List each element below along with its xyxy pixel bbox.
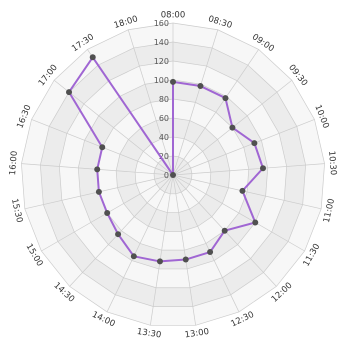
category-label: 08:00 [161,11,186,21]
r-tick-label: 20 [159,152,169,161]
r-tick-label: 160 [154,19,169,28]
spoke-10:30 [172,163,325,176]
spoke-10:00 [172,119,315,176]
r-tick-label: 120 [154,57,169,66]
data-point-15:00 [104,210,111,216]
spoke-09:00 [172,49,259,176]
data-point-11:00 [239,187,246,194]
data-point-09:30 [229,124,236,131]
data-point-12:30 [207,249,214,256]
data-point-09:00 [222,95,229,102]
spoke-11:30 [172,174,305,252]
data-point-17:30 [89,54,96,61]
spoke-18:00 [127,29,174,176]
category-label: 13:30 [136,327,162,341]
data-point-15:30 [95,188,102,195]
r-tick-label: 140 [154,38,169,47]
spoke-17:00 [53,79,174,176]
data-point-13:00 [182,256,189,263]
spoke-08:30 [172,29,219,176]
data-point-12:00 [221,227,228,234]
data-point-14:30 [115,231,122,238]
r-tick-label: 100 [154,76,169,85]
data-point-18:00 [170,172,176,178]
category-label: 11:00 [322,198,337,224]
spoke-12:30 [172,174,240,313]
spoke-14:30 [69,174,174,287]
spoke-11:00 [172,174,322,210]
data-point-08:00 [170,78,176,85]
r-tick-label: 60 [159,114,169,123]
category-label: 15:30 [9,198,24,224]
category-label: 16:00 [8,150,20,175]
data-point-10:30 [260,165,266,172]
spoke-14:00 [106,174,174,313]
r-tick-label: 40 [159,133,169,142]
data-point-13:30 [156,258,163,265]
data-point-11:30 [252,219,259,226]
data-point-10:00 [251,140,258,147]
data-point-17:00 [66,89,73,96]
series-line [68,56,264,263]
radial-tick-labels: 0 20 40 60 80 100 120 140 160 [154,19,169,180]
series-layer [66,54,266,265]
r-tick-label: 80 [159,95,169,104]
category-label: 10:30 [326,150,338,175]
spoke-13:30 [150,174,174,326]
r-tick-label: 0 [164,171,169,180]
data-point-16:30 [99,144,106,151]
data-point-16:00 [94,166,101,173]
data-point-08:30 [197,83,204,90]
data-point-14:00 [130,253,137,260]
spoke-13:00 [172,174,196,326]
category-label: 13:00 [184,327,210,341]
